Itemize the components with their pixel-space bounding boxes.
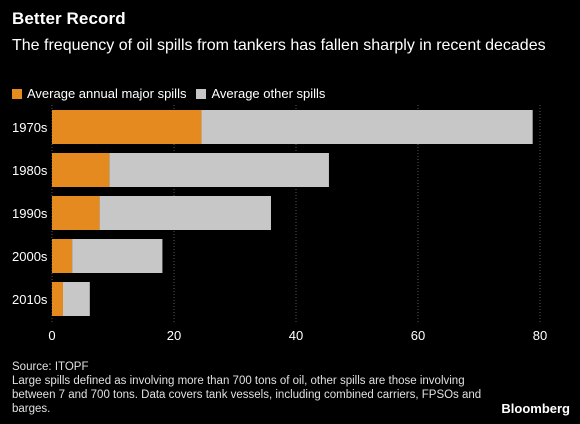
y-tick-label-1990s: 1990s	[12, 206, 48, 221]
bar-1970s-major	[52, 110, 202, 144]
x-tick-label-60: 60	[411, 328, 425, 343]
bar-1970s-other	[201, 110, 533, 144]
x-tick-label-0: 0	[48, 328, 55, 343]
legend: Average annual major spills Average othe…	[12, 86, 335, 101]
bar-2010s-other	[62, 282, 90, 316]
chart-title: Better Record	[12, 9, 126, 28]
legend-swatch-other	[196, 88, 207, 99]
bar-2010s-major	[52, 282, 63, 316]
chart-subtitle: The frequency of oil spills from tankers…	[12, 37, 546, 54]
bar-1990s-other	[99, 196, 271, 230]
legend-item-major: Average annual major spills	[12, 86, 186, 101]
source-note: Source: ITOPF	[12, 361, 89, 373]
y-tick-label-1980s: 1980s	[12, 163, 48, 178]
bar-1980s-other	[109, 153, 329, 187]
legend-label-major: Average annual major spills	[27, 86, 187, 101]
x-tick-label-80: 80	[533, 328, 547, 343]
bloomberg-logo: Bloomberg	[501, 401, 570, 416]
y-tick-label-2010s: 2010s	[12, 292, 48, 307]
x-tick-label-40: 40	[289, 328, 303, 343]
y-tick-label-2000s: 2000s	[12, 249, 48, 264]
bar-2000s-major	[52, 239, 73, 273]
bar-1990s-major	[52, 196, 100, 230]
bar-1980s-major	[52, 153, 110, 187]
chart-footer: Source: ITOPF Large spills defined as in…	[12, 360, 482, 416]
legend-swatch-major	[12, 88, 22, 99]
bar-chart: 0 20 40 60 80 1970s 1980s 1990s 2000s 2010s	[12, 105, 547, 343]
bar-2000s-other	[72, 239, 163, 273]
definition-note: Large spills defined as involving more t…	[12, 375, 482, 415]
legend-item-other: Average other spills	[196, 86, 325, 101]
legend-label-other: Average other spills	[211, 86, 326, 101]
y-tick-label-1970s: 1970s	[12, 120, 48, 135]
x-tick-label-20: 20	[167, 328, 181, 343]
